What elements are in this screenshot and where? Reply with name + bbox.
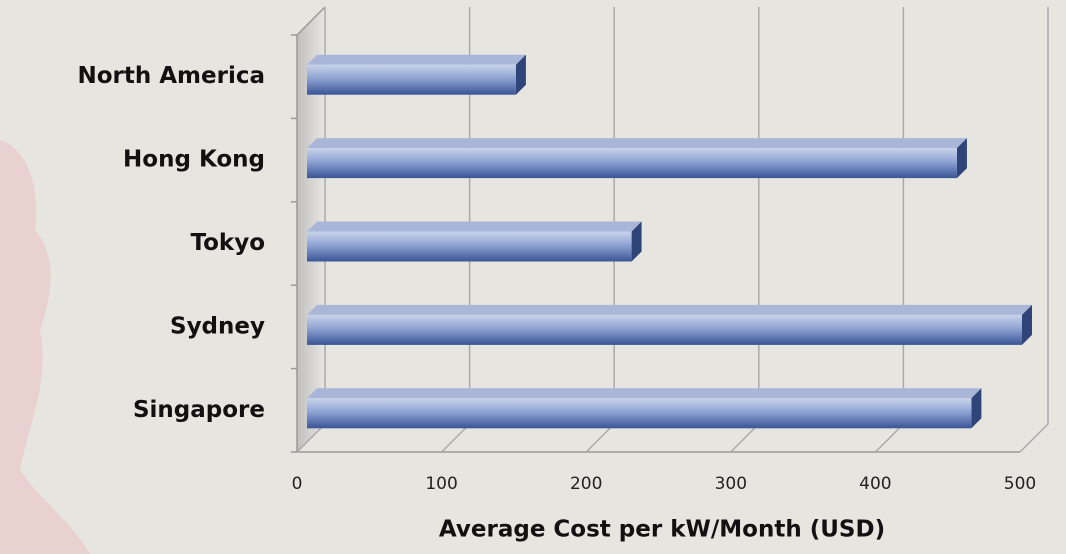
bar-end — [956, 138, 967, 179]
x-tick-label: 400 — [859, 474, 891, 494]
x-tick-label: 200 — [570, 474, 602, 494]
bar-front — [307, 148, 957, 179]
bar-top — [307, 54, 526, 65]
y-tick-label: Sydney — [170, 313, 265, 339]
bar — [307, 54, 526, 95]
grid-line — [1019, 7, 1049, 453]
x-tick-label: 0 — [292, 474, 303, 494]
x-tick-label: 300 — [715, 474, 747, 494]
y-tick-label: Tokyo — [190, 230, 265, 256]
bar-front — [307, 398, 972, 429]
bar-top — [307, 304, 1032, 315]
bar-top — [307, 388, 982, 399]
bar — [307, 304, 1032, 345]
bar-end — [515, 54, 526, 95]
bar-end — [971, 388, 982, 429]
bar-end — [631, 221, 642, 262]
y-tick-label: Hong Kong — [123, 147, 265, 173]
y-tick-label: Singapore — [133, 397, 265, 423]
bar — [307, 138, 967, 179]
bar-front — [307, 314, 1022, 345]
bar-end — [1022, 304, 1032, 345]
left-wall-edge — [296, 6, 326, 36]
bar-top — [307, 138, 967, 149]
bar-front — [307, 64, 516, 95]
x-tick-label: 500 — [1004, 474, 1036, 494]
x-tick-label: 100 — [425, 474, 457, 494]
bar-front — [307, 231, 632, 262]
bar — [307, 388, 982, 429]
y-tick-label: North America — [77, 63, 265, 89]
x-axis-title: Average Cost per kW/Month (USD) — [439, 517, 885, 543]
bar — [307, 221, 642, 262]
bar-top — [307, 221, 642, 232]
map-decoration — [0, 140, 90, 554]
